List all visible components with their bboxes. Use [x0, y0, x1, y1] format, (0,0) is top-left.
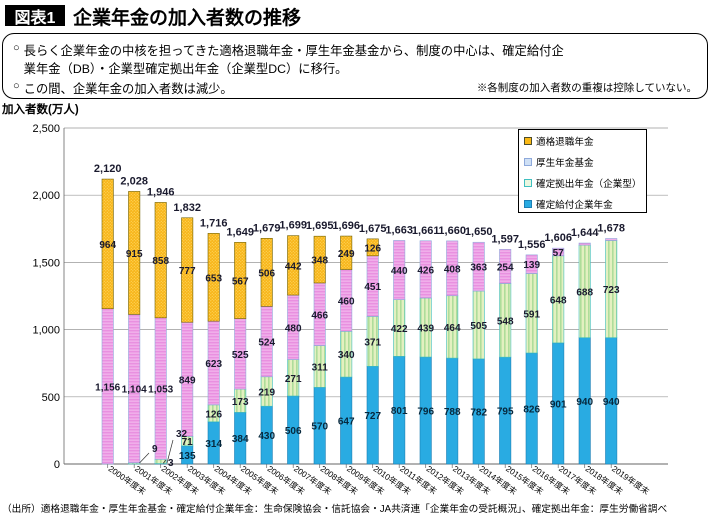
svg-text:782: 782 — [470, 407, 487, 418]
svg-text:1,832: 1,832 — [173, 202, 201, 214]
svg-text:439: 439 — [417, 324, 434, 335]
svg-text:1,104: 1,104 — [122, 385, 147, 396]
svg-text:500: 500 — [42, 392, 60, 404]
svg-text:271: 271 — [285, 374, 302, 385]
svg-text:426: 426 — [417, 265, 434, 276]
svg-text:796: 796 — [417, 407, 434, 418]
svg-text:384: 384 — [232, 434, 249, 445]
svg-text:548: 548 — [497, 316, 514, 327]
svg-text:363: 363 — [470, 263, 487, 274]
svg-text:901: 901 — [550, 399, 567, 410]
svg-text:1,695: 1,695 — [306, 220, 334, 232]
svg-text:1,650: 1,650 — [465, 226, 493, 238]
svg-text:451: 451 — [364, 282, 381, 293]
svg-text:688: 688 — [576, 287, 593, 298]
svg-text:0: 0 — [54, 459, 60, 471]
svg-text:915: 915 — [126, 249, 143, 260]
svg-text:1,675: 1,675 — [359, 223, 387, 235]
svg-text:723: 723 — [603, 285, 620, 296]
svg-text:1,644: 1,644 — [571, 227, 599, 239]
svg-text:1,699: 1,699 — [279, 220, 307, 232]
svg-text:371: 371 — [364, 337, 381, 348]
svg-text:1,556: 1,556 — [518, 239, 546, 251]
svg-text:727: 727 — [364, 411, 381, 422]
svg-text:348: 348 — [311, 256, 328, 267]
svg-text:623: 623 — [205, 359, 222, 370]
svg-text:135: 135 — [179, 451, 196, 462]
svg-text:1,500: 1,500 — [32, 257, 60, 269]
svg-text:524: 524 — [258, 338, 275, 349]
svg-text:849: 849 — [179, 375, 196, 386]
svg-text:2,028: 2,028 — [120, 175, 148, 187]
svg-text:777: 777 — [179, 266, 196, 277]
svg-text:126: 126 — [364, 243, 381, 254]
svg-text:422: 422 — [391, 324, 408, 335]
svg-text:567: 567 — [232, 276, 249, 287]
svg-text:858: 858 — [152, 256, 169, 267]
svg-text:1,661: 1,661 — [412, 225, 440, 237]
svg-text:57: 57 — [553, 248, 565, 259]
svg-text:219: 219 — [258, 387, 275, 398]
svg-text:795: 795 — [497, 407, 514, 418]
svg-text:1,663: 1,663 — [385, 224, 413, 236]
svg-text:1,678: 1,678 — [597, 222, 625, 234]
svg-text:430: 430 — [258, 431, 275, 442]
svg-text:1,000: 1,000 — [32, 325, 60, 337]
svg-text:249: 249 — [338, 249, 355, 260]
svg-text:653: 653 — [205, 273, 222, 284]
svg-text:2,120: 2,120 — [94, 163, 122, 175]
svg-text:1,660: 1,660 — [438, 225, 466, 237]
svg-text:1,597: 1,597 — [491, 233, 519, 245]
svg-text:9: 9 — [152, 444, 158, 455]
svg-text:964: 964 — [99, 240, 116, 251]
svg-text:340: 340 — [338, 350, 355, 361]
svg-text:加入者数(万人): 加入者数(万人) — [1, 102, 79, 116]
svg-text:801: 801 — [391, 406, 408, 417]
svg-text:460: 460 — [338, 296, 355, 307]
svg-text:591: 591 — [523, 309, 540, 320]
svg-text:647: 647 — [338, 417, 355, 428]
svg-text:1,649: 1,649 — [226, 226, 254, 238]
svg-text:466: 466 — [311, 310, 328, 321]
svg-text:314: 314 — [205, 439, 222, 450]
svg-text:506: 506 — [285, 426, 302, 437]
svg-text:505: 505 — [470, 321, 487, 332]
svg-text:1,716: 1,716 — [200, 217, 228, 229]
svg-text:940: 940 — [603, 397, 620, 408]
svg-text:480: 480 — [285, 323, 302, 334]
svg-text:139: 139 — [523, 260, 540, 271]
svg-text:525: 525 — [232, 350, 249, 361]
svg-text:788: 788 — [444, 407, 461, 418]
svg-text:648: 648 — [550, 295, 567, 306]
svg-text:408: 408 — [444, 264, 461, 275]
svg-text:2,500: 2,500 — [32, 123, 60, 135]
svg-text:32: 32 — [176, 429, 188, 440]
svg-text:442: 442 — [285, 261, 302, 272]
svg-text:1,606: 1,606 — [544, 232, 572, 244]
svg-text:1,156: 1,156 — [95, 382, 120, 393]
svg-text:570: 570 — [311, 422, 328, 433]
svg-text:506: 506 — [258, 268, 275, 279]
svg-text:1,053: 1,053 — [148, 385, 173, 396]
svg-text:1,679: 1,679 — [253, 222, 281, 234]
svg-text:126: 126 — [205, 409, 222, 420]
svg-text:254: 254 — [497, 262, 514, 273]
svg-text:464: 464 — [444, 323, 461, 334]
svg-text:440: 440 — [391, 266, 408, 277]
svg-text:940: 940 — [576, 397, 593, 408]
svg-text:173: 173 — [232, 397, 249, 408]
svg-text:1,696: 1,696 — [332, 220, 360, 232]
svg-text:2,000: 2,000 — [32, 190, 60, 202]
svg-text:1,946: 1,946 — [147, 186, 175, 198]
svg-text:826: 826 — [523, 404, 540, 415]
svg-text:311: 311 — [312, 362, 329, 373]
